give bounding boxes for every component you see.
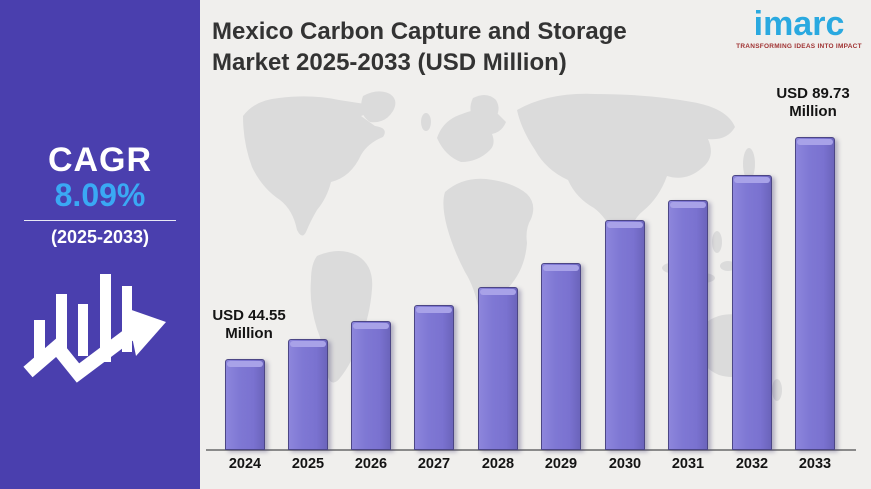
growth-chart-arrow-icon xyxy=(23,274,166,383)
icon-bar-2 xyxy=(56,294,67,351)
bar-2028 xyxy=(478,287,518,450)
divider xyxy=(24,220,176,221)
bar-2033 xyxy=(795,137,835,450)
year-label-2029: 2029 xyxy=(544,456,578,472)
bar-2030 xyxy=(605,220,645,450)
icon-bar-1 xyxy=(34,320,45,366)
chart-area: Mexico Carbon Capture and Storage Market… xyxy=(200,0,871,489)
map-north-america xyxy=(243,96,385,236)
value-label-2033: USD 89.73 Million xyxy=(758,85,868,120)
year-label-2027: 2027 xyxy=(417,456,451,472)
value-label-2024-line1: USD 44.55 xyxy=(212,307,286,324)
cagr-label: CAGR xyxy=(47,141,153,179)
map-europe xyxy=(437,109,506,162)
year-label-2026: 2026 xyxy=(354,456,388,472)
imarc-logo: imarc TRANSFORMING IDEAS INTO IMPACT xyxy=(735,6,863,50)
chart-title-line1: Mexico Carbon Capture and Storage xyxy=(212,18,627,45)
bar-2029 xyxy=(541,263,581,450)
value-label-2033-line1: USD 89.73 xyxy=(776,85,850,102)
chart-title: Mexico Carbon Capture and Storage Market… xyxy=(212,16,732,78)
map-philippines xyxy=(712,231,722,253)
year-label-2025: 2025 xyxy=(291,456,325,472)
bar-2031 xyxy=(668,200,708,450)
value-label-2033-line2: Million xyxy=(789,102,837,120)
cagr-period: (2025-2033) xyxy=(50,227,150,247)
map-uk xyxy=(421,113,431,131)
value-label-2024-line2: Million xyxy=(225,324,273,342)
icon-bar-3 xyxy=(78,304,88,356)
imarc-logo-tagline: TRANSFORMING IDEAS INTO IMPACT xyxy=(736,43,862,50)
year-label-2030: 2030 xyxy=(608,456,642,472)
map-greenland xyxy=(361,91,396,123)
year-label-2033: 2033 xyxy=(798,456,832,472)
bar-2026 xyxy=(351,321,391,450)
chart-title-line2: Market 2025-2033 (USD Million) xyxy=(212,49,567,76)
value-label-2024: USD 44.55 Million xyxy=(194,307,304,342)
map-new-zealand xyxy=(772,379,782,401)
icon-arrow-shaft xyxy=(23,322,143,383)
icon-bar-4 xyxy=(100,274,111,362)
bar-2025 xyxy=(288,339,328,450)
bar-2032 xyxy=(732,175,772,450)
year-label-2028: 2028 xyxy=(481,456,515,472)
icon-bar-5 xyxy=(122,286,132,352)
map-scandinavia xyxy=(470,94,499,125)
bar-2024 xyxy=(225,359,265,450)
imarc-logo-text: imarc xyxy=(753,5,845,43)
bar-2027 xyxy=(414,305,454,450)
icon-arrow-head xyxy=(126,308,166,356)
year-label-2031: 2031 xyxy=(671,456,705,472)
x-axis-line xyxy=(206,449,856,451)
year-label-2024: 2024 xyxy=(228,456,262,472)
cagr-value: 8.09% xyxy=(54,177,146,213)
year-label-2032: 2032 xyxy=(735,456,769,472)
sidebar: CAGR 8.09% (2025-2033) xyxy=(0,0,200,489)
